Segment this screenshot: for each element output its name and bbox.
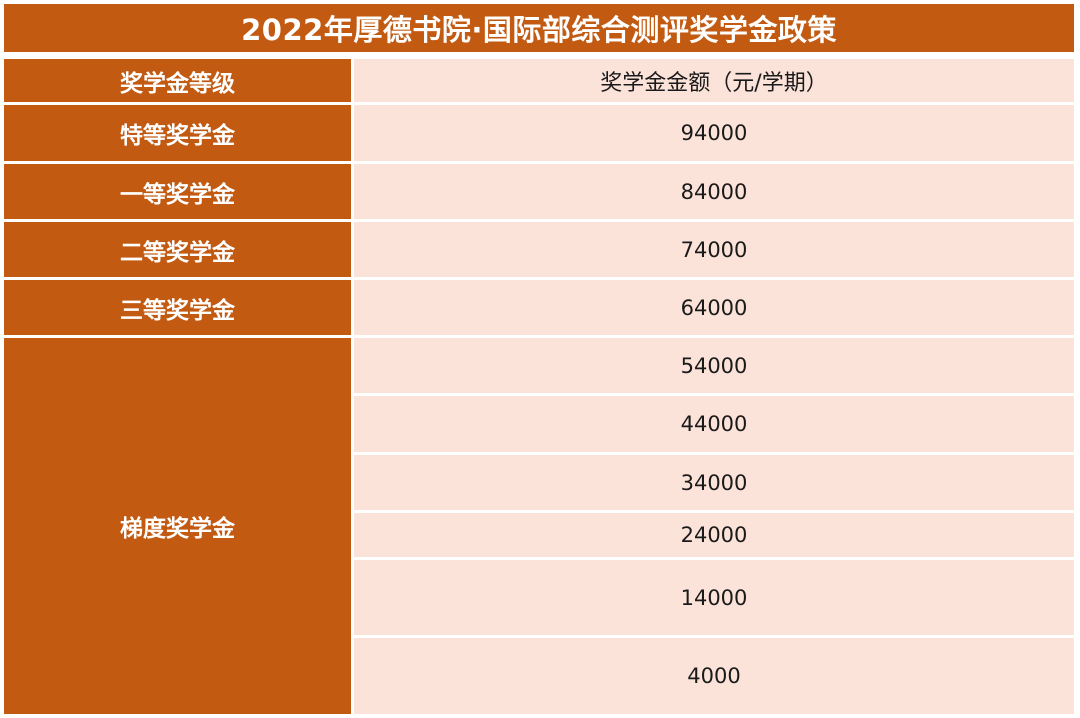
amount-cell-gradient-6: 4000: [354, 638, 1074, 714]
amount-cell-gradient-5: 14000: [354, 560, 1074, 635]
level-cell-special: 特等奖学金: [4, 105, 351, 161]
amount-cell-special: 94000: [354, 105, 1074, 161]
amount-cell-third: 64000: [354, 280, 1074, 335]
amount-cell-gradient-1: 54000: [354, 338, 1074, 393]
amount-cell-gradient-3: 34000: [354, 455, 1074, 510]
amount-cell-second: 74000: [354, 222, 1074, 277]
amount-cell-gradient-4: 24000: [354, 513, 1074, 557]
level-cell-third: 三等奖学金: [4, 280, 351, 335]
header-amount: 奖学金金额（元/学期）: [354, 59, 1074, 102]
level-cell-gradient: 梯度奖学金: [4, 338, 351, 714]
header-level: 奖学金等级: [4, 59, 351, 102]
level-cell-first: 一等奖学金: [4, 164, 351, 219]
amount-cell-first: 84000: [354, 164, 1074, 219]
amount-cell-gradient-2: 44000: [354, 396, 1074, 452]
level-cell-second: 二等奖学金: [4, 222, 351, 277]
page-title: 2022年厚德书院·国际部综合测评奖学金政策: [4, 4, 1074, 52]
